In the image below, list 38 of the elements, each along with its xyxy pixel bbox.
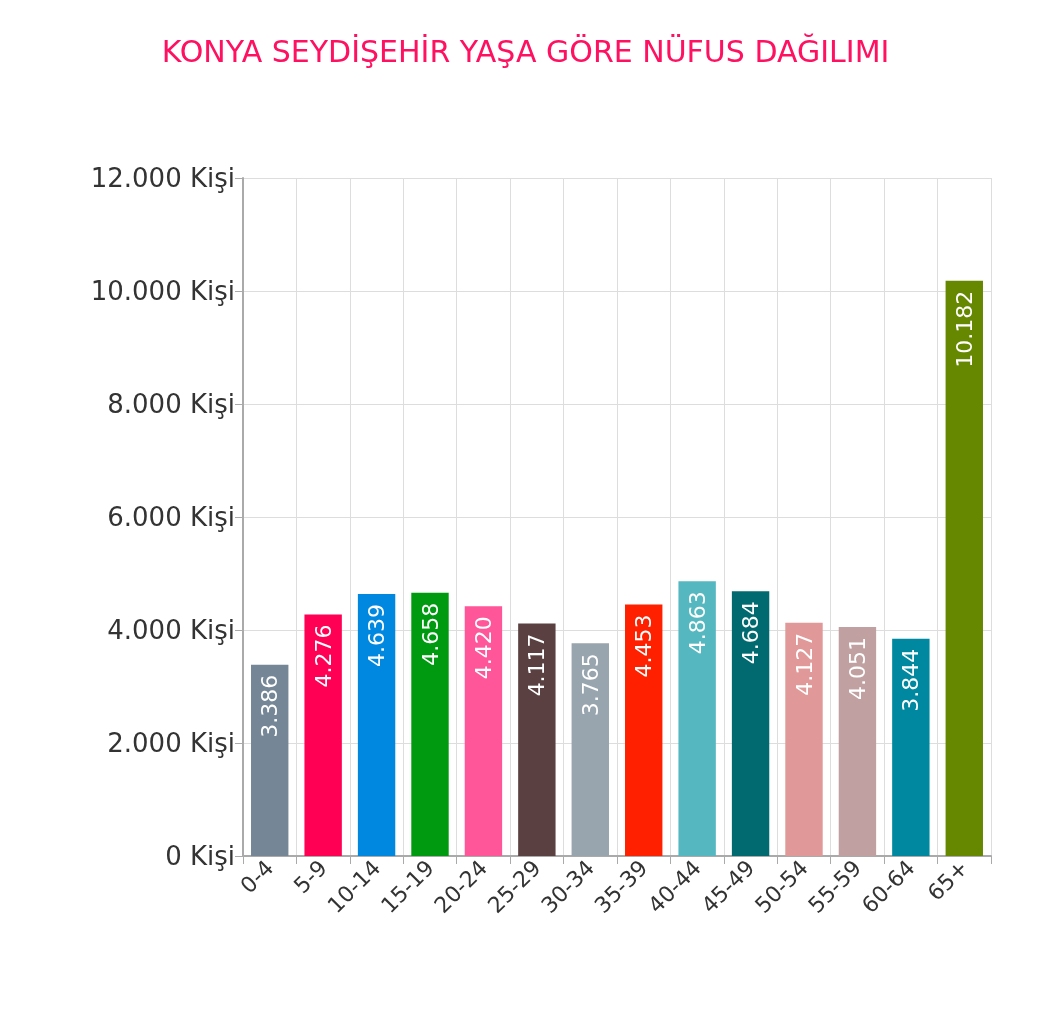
data-label: 3.844 [898, 648, 924, 712]
y-tick-label: 0 Kişi [165, 841, 235, 871]
data-label: 3.765 [577, 653, 603, 717]
bar [304, 614, 342, 856]
data-label: 4.276 [310, 624, 336, 688]
data-label: 4.420 [470, 616, 496, 680]
chart-title: KONYA SEYDİŞEHİR YAŞA GÖRE NÜFUS DAĞILIMI [161, 32, 890, 69]
bar [838, 627, 877, 856]
bar [678, 581, 716, 856]
bar [571, 643, 609, 856]
x-tick-label: 0-4 [235, 855, 279, 899]
bar [357, 593, 396, 856]
y-tick-label: 8.000 Kişi [107, 389, 235, 419]
data-label: 3.386 [257, 674, 283, 738]
data-label: 4.127 [791, 632, 817, 696]
bar [518, 623, 556, 856]
bar [464, 606, 503, 856]
bar [625, 604, 663, 856]
data-label: 4.863 [684, 591, 710, 655]
data-label: 4.453 [631, 614, 657, 678]
data-label: 4.684 [738, 601, 764, 665]
bar [251, 664, 289, 856]
y-tick-label: 12.000 Kişi [90, 163, 235, 193]
x-tick-label: 65+ [922, 855, 974, 906]
y-tick-label: 2.000 Kişi [107, 728, 235, 758]
bar [731, 591, 770, 856]
y-tick-label: 10.000 Kişi [90, 276, 235, 306]
bar [411, 592, 449, 856]
data-label: 4.117 [524, 633, 550, 697]
bar [945, 280, 983, 856]
data-label: 10.182 [951, 290, 977, 368]
bar [892, 638, 930, 856]
bar [785, 622, 823, 856]
y-tick-label: 4.000 Kişi [107, 615, 235, 645]
data-label: 4.658 [417, 602, 443, 666]
data-label: 4.639 [364, 603, 390, 667]
y-tick-label: 6.000 Kişi [107, 502, 235, 532]
data-label: 4.051 [844, 637, 870, 701]
